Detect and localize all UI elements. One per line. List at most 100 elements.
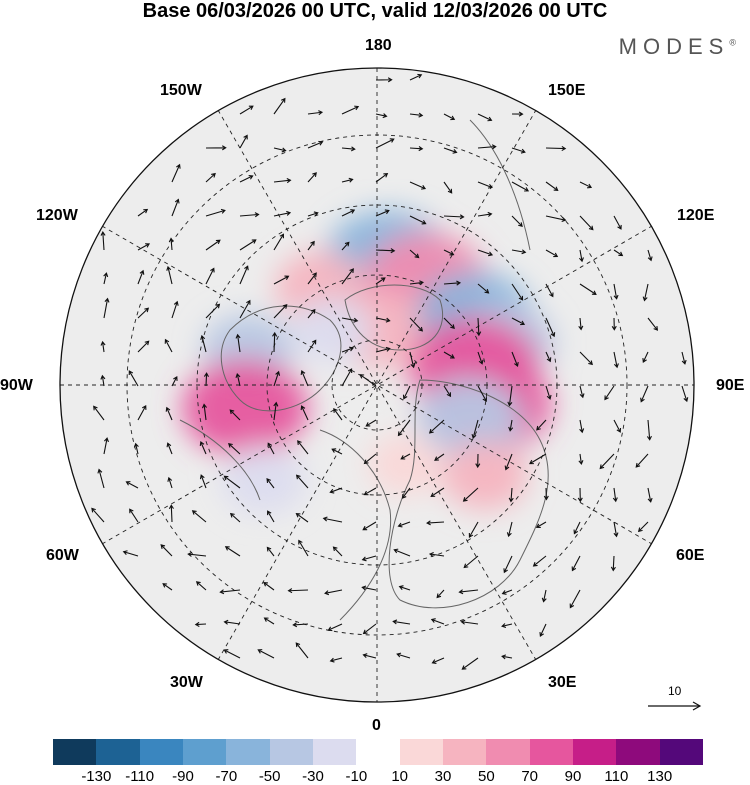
wind-arrow <box>273 210 292 217</box>
wind-arrow <box>375 346 391 353</box>
wind-arrow <box>273 233 284 251</box>
wind-arrow <box>300 405 309 421</box>
wind-arrow <box>239 174 254 183</box>
registered-mark: ® <box>729 37 736 48</box>
wind-arrow <box>160 544 173 557</box>
wind-arrow <box>307 140 324 149</box>
colorbar-ticks: -130 -110 -90 -70 -50 -30 -10 10 30 50 70 90 110 130 <box>53 768 703 785</box>
wind-arrow <box>263 617 275 625</box>
wind-arrow <box>272 331 278 353</box>
wind-arrow <box>398 585 411 591</box>
lon-label-120w: 120W <box>36 207 78 224</box>
wind-arrow <box>287 588 309 594</box>
colorbar-swatch <box>486 739 530 765</box>
wind-arrow <box>205 303 221 319</box>
wind-arrow <box>426 520 445 526</box>
wind-arrow <box>298 539 309 557</box>
colorbar-swatch <box>529 739 573 765</box>
wind-arrow <box>428 419 445 434</box>
colorbar-tick-label: -70 <box>215 768 238 785</box>
wind-arrow <box>545 145 567 152</box>
wind-arrow <box>647 249 653 262</box>
wind-arrow <box>267 510 275 523</box>
wind-arrow <box>409 146 424 152</box>
colorbar-swatch <box>442 739 487 765</box>
wind-arrow <box>640 385 649 403</box>
wind-arrow <box>511 249 527 255</box>
wind-arrow <box>239 265 249 285</box>
colorbar <box>53 739 703 765</box>
wind-arrow <box>224 546 241 557</box>
wind-arrow <box>635 453 649 468</box>
wind-arrow <box>528 453 547 465</box>
wind-arrow <box>331 448 343 455</box>
wind-arrow <box>579 215 594 231</box>
colorbar-swatch <box>139 739 183 765</box>
anomaly-cell <box>441 441 528 511</box>
wind-arrow <box>327 623 343 632</box>
wind-arrow <box>428 551 445 557</box>
lon-label-150w: 150W <box>160 82 202 99</box>
wind-arrow <box>430 487 445 498</box>
wind-arrow <box>463 555 479 569</box>
wind-arrow <box>477 351 484 365</box>
wind-arrow <box>341 241 350 251</box>
wind-arrow <box>128 370 139 387</box>
wind-arrow <box>647 317 659 331</box>
wind-arrow <box>97 468 105 489</box>
wind-arrow <box>266 546 275 557</box>
wind-arrow <box>103 437 109 455</box>
colorbar-swatch <box>96 739 140 765</box>
wind-arrow <box>539 623 547 637</box>
wind-arrow <box>569 589 581 609</box>
wind-arrow <box>436 589 445 599</box>
wind-arrow <box>332 546 343 557</box>
colorbar-swatch <box>616 739 660 765</box>
wind-arrow <box>375 77 393 83</box>
wind-arrow <box>235 372 241 387</box>
wind-arrow <box>511 317 526 326</box>
wind-arrow <box>205 172 216 183</box>
wind-arrow <box>363 487 377 496</box>
wind-arrow <box>577 487 583 503</box>
wind-arrow <box>228 442 241 455</box>
wind-arrow <box>375 113 388 119</box>
wind-arrow <box>341 146 356 152</box>
wind-arrow <box>443 351 455 359</box>
wind-arrow <box>461 657 479 670</box>
wind-arrow <box>477 211 493 217</box>
map-title: Base 06/03/2026 00 UTC, valid 12/03/2026… <box>142 0 608 22</box>
wind-arrow <box>363 453 377 465</box>
wind-arrow <box>205 267 215 285</box>
wind-arrow <box>578 249 584 263</box>
map-boundary <box>59 67 695 703</box>
wind-arrow <box>477 283 490 294</box>
wind-arrow <box>393 548 411 557</box>
wind-arrow <box>375 248 396 254</box>
wind-arrow <box>322 516 343 523</box>
wind-arrow <box>397 419 411 437</box>
wind-arrow <box>375 138 395 149</box>
wind-arrow <box>579 351 593 366</box>
wind-arrow <box>613 283 619 300</box>
wind-arrow <box>292 622 309 628</box>
wind-arrow <box>501 654 513 660</box>
wind-arrow <box>477 144 497 150</box>
wind-arrow <box>477 249 494 257</box>
wind-arrow <box>100 374 106 387</box>
lon-label-0: 0 <box>372 717 381 734</box>
wind-arrow <box>579 181 593 189</box>
wind-arrow <box>578 453 584 465</box>
wind-arrow <box>578 317 584 331</box>
wind-arrow <box>443 113 456 121</box>
wind-arrow <box>511 283 524 301</box>
colorbar-swatch <box>572 739 617 765</box>
wind-arrow <box>392 619 411 625</box>
wind-arrow <box>133 442 139 455</box>
wind-arrow <box>103 272 109 285</box>
lon-label-60e: 60E <box>676 547 705 564</box>
wind-arrow <box>329 487 343 494</box>
wind-arrow <box>329 657 343 663</box>
wind-arrow <box>508 419 514 432</box>
wind-arrow <box>239 134 248 149</box>
